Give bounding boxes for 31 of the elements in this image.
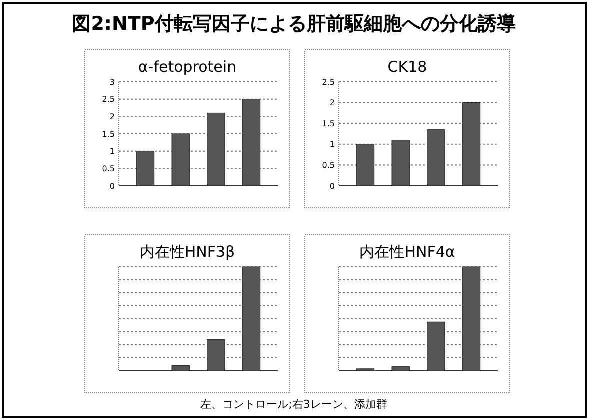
bar xyxy=(427,130,446,186)
y-tick-label: 0 xyxy=(330,182,335,191)
y-tick-label: 0.5 xyxy=(102,164,115,174)
y-tick-label: 1 xyxy=(330,140,335,150)
bar xyxy=(462,266,481,372)
y-tick-label: 2 xyxy=(110,112,115,122)
y-tick-label: 2.5 xyxy=(102,95,115,104)
bar xyxy=(392,366,410,372)
y-tick-label: 3 xyxy=(110,78,115,87)
y-tick-label: 1.5 xyxy=(102,130,115,139)
bar xyxy=(242,99,261,186)
bar xyxy=(462,102,481,186)
y-tick-label: 1 xyxy=(110,147,115,156)
bar xyxy=(427,322,446,372)
chart-title: CK18 xyxy=(388,58,428,76)
y-tick-label: 0.5 xyxy=(322,161,335,170)
y-tick-label: 1.5 xyxy=(322,119,335,128)
bar xyxy=(207,112,226,186)
chart-title: 内在性HNF4α xyxy=(360,243,456,261)
text: 図2:NTP付転写因子による肝前駆細胞への分化誘導 xyxy=(72,13,516,35)
chart-title: 内在性HNF3β xyxy=(140,243,236,261)
y-tick-label: 2 xyxy=(330,98,335,108)
bar xyxy=(172,134,190,186)
chart-title: α-fetoprotein xyxy=(138,58,237,76)
y-tick-label: 0 xyxy=(110,182,115,191)
y-tick-label: 2.5 xyxy=(322,78,335,87)
bar xyxy=(356,144,375,186)
bar xyxy=(136,151,155,186)
bar xyxy=(392,140,410,186)
text: 左、コントロール;右3レーン、添加群 xyxy=(200,398,388,411)
bar xyxy=(356,368,375,372)
